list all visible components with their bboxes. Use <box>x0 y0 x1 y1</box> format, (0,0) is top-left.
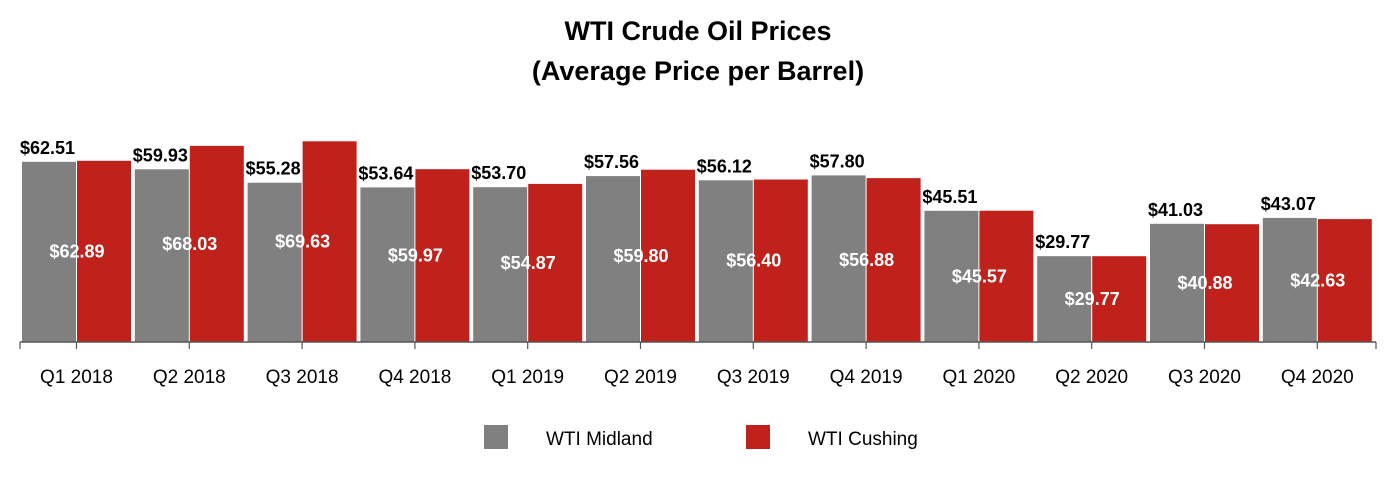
bar-wti-cushing-q4-2018 <box>415 169 470 342</box>
x-tick-label-q4-2018: Q4 2018 <box>378 367 451 388</box>
bar-wti-cushing-q2-2018 <box>189 145 244 342</box>
data-label-wti-midland-q2-2019: $57.56 <box>584 152 639 172</box>
bar-wti-cushing-q3-2019 <box>753 179 808 342</box>
chart-title: WTI Crude Oil Prices <box>564 16 832 46</box>
bar-wti-midland-q4-2020 <box>1262 217 1317 342</box>
x-tick-label-q2-2018: Q2 2018 <box>153 367 226 388</box>
x-tick-label-q2-2020: Q2 2020 <box>1055 367 1128 388</box>
x-tick-label-q2-2019: Q2 2019 <box>604 367 677 388</box>
x-tick-label-q4-2020: Q4 2020 <box>1281 367 1354 388</box>
x-tick-label-q1-2020: Q1 2020 <box>942 367 1015 388</box>
data-label-wti-cushing-q4-2019: $56.88 <box>839 250 894 270</box>
data-label-wti-midland-q2-2018: $59.93 <box>133 145 188 165</box>
x-tick-label-q3-2020: Q3 2020 <box>1168 367 1241 388</box>
x-tick-label-q1-2018: Q1 2018 <box>40 367 113 388</box>
data-label-wti-cushing-q3-2018: $69.63 <box>275 232 330 252</box>
legend-swatch-wti-cushing <box>746 425 770 449</box>
bar-wti-cushing-q1-2019 <box>528 183 583 342</box>
bar-wti-midland-q1-2018 <box>22 161 76 342</box>
legend-label-wti-midland: WTI Midland <box>546 429 653 450</box>
data-label-wti-cushing-q2-2020: $29.77 <box>1065 289 1120 309</box>
chart-subtitle: (Average Price per Barrel) <box>531 56 865 86</box>
bar-wti-cushing-q4-2020 <box>1317 219 1372 342</box>
data-label-wti-midland-q4-2018: $53.64 <box>358 163 413 183</box>
data-label-wti-midland-q3-2019: $56.12 <box>697 156 752 176</box>
data-label-wti-midland-q1-2020: $45.51 <box>922 187 977 207</box>
x-tick-label-q1-2019: Q1 2019 <box>491 367 564 388</box>
x-tick-label-q4-2019: Q4 2019 <box>830 367 903 388</box>
bar-wti-cushing-q2-2020 <box>1092 256 1147 342</box>
data-label-wti-midland-q1-2019: $53.70 <box>471 163 526 183</box>
bar-wti-midland-q1-2019 <box>473 187 528 342</box>
data-label-wti-cushing-q3-2020: $40.88 <box>1177 273 1232 293</box>
bar-wti-cushing-q4-2019 <box>866 178 921 342</box>
legend-label-wti-cushing: WTI Cushing <box>808 429 918 450</box>
bar-wti-midland-q2-2020 <box>1037 256 1092 342</box>
legend-swatch-wti-midland <box>484 425 508 449</box>
bar-wti-midland-q3-2019 <box>698 180 753 342</box>
bar-wti-cushing-q2-2019 <box>641 169 695 342</box>
bar-wti-cushing-q3-2018 <box>302 141 357 342</box>
bar-wti-midland-q4-2019 <box>811 175 866 342</box>
data-label-wti-midland-q4-2019: $57.80 <box>810 151 865 171</box>
ticks-layer: Q1 2018 Q2 2018 Q3 2018 Q4 2018 Q1 2019 Q2 20… <box>19 342 1377 388</box>
bars-layer: $62.51 $62.89 $59.93 $68.03 $55.28 $69.63 $53.… <box>20 138 1372 342</box>
data-label-wti-cushing-q2-2019: $59.80 <box>613 246 668 266</box>
bar-wti-midland-q2-2019 <box>586 176 640 342</box>
data-label-wti-midland-q2-2020: $29.77 <box>1035 232 1090 252</box>
data-label-wti-cushing-q1-2019: $54.87 <box>501 253 556 273</box>
x-tick-label-q3-2018: Q3 2018 <box>266 367 339 388</box>
data-label-wti-cushing-q4-2018: $59.97 <box>388 246 443 266</box>
bar-wti-midland-q4-2018 <box>360 187 415 342</box>
data-label-wti-cushing-q4-2020: $42.63 <box>1290 271 1345 291</box>
bar-wti-cushing-q1-2018 <box>77 160 131 342</box>
bar-wti-cushing-q3-2020 <box>1205 224 1259 342</box>
legend: WTI Midland WTI Cushing <box>484 425 918 450</box>
data-label-wti-cushing-q2-2018: $68.03 <box>162 234 217 254</box>
x-tick-label-q3-2019: Q3 2019 <box>717 367 790 388</box>
data-label-wti-cushing-q3-2019: $56.40 <box>726 251 781 271</box>
data-label-wti-cushing-q1-2020: $45.57 <box>952 266 1007 286</box>
bar-wti-midland-q2-2018 <box>134 169 189 342</box>
bar-wti-midland-q3-2020 <box>1150 223 1204 342</box>
data-label-wti-midland-q3-2020: $41.03 <box>1148 200 1203 220</box>
bar-wti-midland-q1-2020 <box>924 210 979 342</box>
bar-wti-cushing-q1-2020 <box>979 210 1034 342</box>
data-label-wti-midland-q4-2020: $43.07 <box>1261 194 1316 214</box>
data-label-wti-cushing-q1-2018: $62.89 <box>49 241 104 261</box>
data-label-wti-midland-q1-2018: $62.51 <box>20 138 75 158</box>
bar-wti-midland-q3-2018 <box>247 182 302 342</box>
data-label-wti-midland-q3-2018: $55.28 <box>246 159 301 179</box>
